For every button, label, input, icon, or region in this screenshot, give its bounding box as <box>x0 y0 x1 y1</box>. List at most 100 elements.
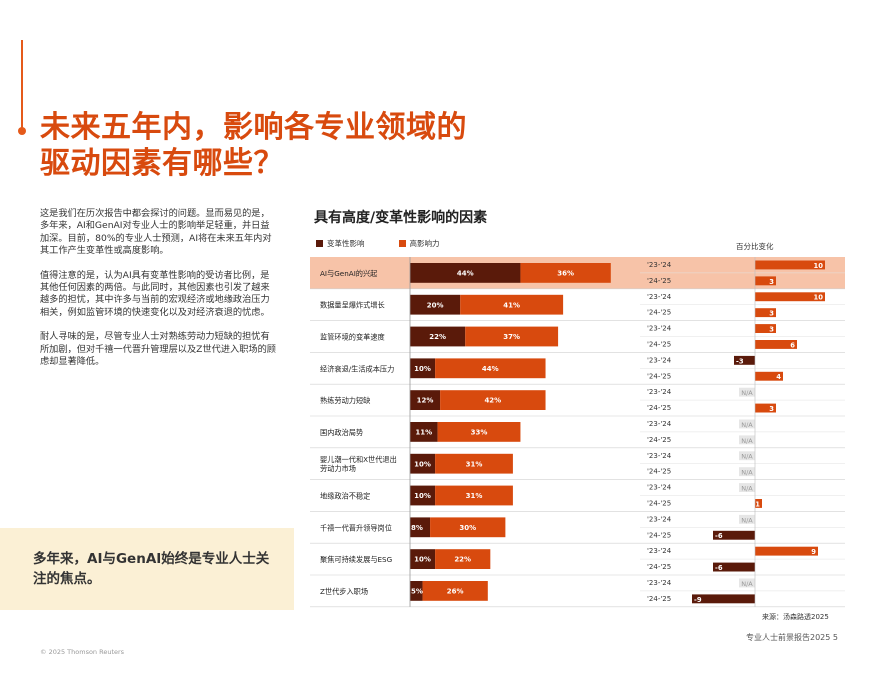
period-label: '24-'25 <box>647 563 671 571</box>
bar-high-impact <box>435 485 513 506</box>
period-label: '23-'24 <box>647 325 672 333</box>
bar-transformative <box>410 453 436 474</box>
bar-transformative <box>410 422 438 442</box>
bar-transformative <box>410 294 461 315</box>
bar-transformative <box>410 517 431 538</box>
period-label: '24-'25 <box>647 372 671 380</box>
callout-text: 多年来，AI与GenAI始终是专业人士关注的焦点。 <box>33 551 270 587</box>
change-na-label: N/A <box>741 389 753 397</box>
bar-label-transformative: 20% <box>427 301 444 309</box>
change-value: 3 <box>769 278 774 286</box>
bar-transformative <box>410 549 436 569</box>
page-title: 未来五年内，影响各专业领域的 驱动因素有哪些？ <box>40 110 467 182</box>
change-value: 1 <box>755 500 760 508</box>
chart-title: 具有高度/变革性影响的因素 <box>314 210 488 226</box>
chart-legend: 变革性影响 高影响力 <box>316 238 474 249</box>
bar-transformative <box>410 326 466 347</box>
period-label: '24-'25 <box>647 404 671 412</box>
change-value: -9 <box>694 596 702 604</box>
percent-change-header: 百分比变化 <box>736 242 774 251</box>
change-na-label: N/A <box>741 421 753 429</box>
change-na-box <box>739 578 755 588</box>
bar-label-transformative: 10% <box>414 556 431 564</box>
period-label: '23-'24 <box>647 420 672 428</box>
change-na-box <box>739 435 755 445</box>
bar-transformative <box>410 581 423 601</box>
change-na-label: N/A <box>741 516 753 524</box>
bar-high-impact <box>437 422 521 442</box>
bar-transformative <box>410 485 436 506</box>
bar-label-transformative: 10% <box>414 365 431 373</box>
change-bar-positive <box>755 260 825 270</box>
change-bar-negative <box>692 594 755 604</box>
bar-label-high-impact: 37% <box>503 333 520 341</box>
bar-label-high-impact: 22% <box>454 556 471 564</box>
change-na-label: N/A <box>741 485 753 493</box>
period-label: '24-'25 <box>647 468 671 476</box>
period-label: '23-'24 <box>647 515 672 523</box>
change-na-box <box>739 419 755 429</box>
change-bar-positive <box>755 324 776 333</box>
category-label: 婴儿潮一代和X世代退出劳动力市场 <box>320 455 397 473</box>
bar-transformative <box>410 263 521 283</box>
body-text: 这是我们在历次报告中都会探讨的问题。显而易见的是，多年来，AI和GenAI对专业… <box>40 208 278 380</box>
category-label: 地缘政治不稳定 <box>320 492 370 501</box>
change-na-box <box>739 387 755 397</box>
period-label: '24-'25 <box>647 500 671 508</box>
change-value: 6 <box>790 341 795 349</box>
bar-high-impact <box>422 581 488 601</box>
change-na-box <box>739 514 755 524</box>
bar-high-impact <box>435 358 546 379</box>
change-value: 10 <box>814 262 824 270</box>
category-label: 国内政治局势 <box>320 428 363 437</box>
change-value: 3 <box>769 310 774 318</box>
period-label: '24-'25 <box>647 595 671 603</box>
bar-high-impact <box>520 263 611 283</box>
bar-label-transformative: 5% <box>411 588 423 596</box>
change-na-box <box>739 451 755 461</box>
bar-high-impact <box>435 453 513 474</box>
body-paragraph-2: 值得注意的是，认为AI具有变革性影响的受访者比例，是其他任何因素的两倍。与此同时… <box>40 269 270 318</box>
change-bar-negative <box>713 562 755 572</box>
copyright: © 2025 Thomson Reuters <box>40 648 125 656</box>
legend-label-transformative: 变革性影响 <box>327 239 365 248</box>
bar-label-high-impact: 30% <box>459 524 476 532</box>
bar-label-transformative: 10% <box>414 460 431 468</box>
category-label: 经济衰退/生活成本压力 <box>320 364 394 373</box>
bar-label-high-impact: 36% <box>557 270 574 278</box>
bar-label-high-impact: 26% <box>447 588 464 596</box>
bar-label-high-impact: 31% <box>466 460 483 468</box>
callout-box <box>0 528 294 610</box>
change-bar-positive <box>755 371 783 381</box>
bar-label-transformative: 10% <box>414 492 431 500</box>
accent-dot <box>18 127 26 135</box>
change-bar-negative <box>713 530 755 540</box>
period-label: '23-'24 <box>647 293 672 301</box>
change-na-box <box>739 483 755 492</box>
period-label: '23-'24 <box>647 484 672 492</box>
body-paragraph-1: 这是我们在历次报告中都会探讨的问题。显而易见的是，多年来，AI和GenAI对专业… <box>40 208 272 257</box>
period-label: '23-'24 <box>647 388 672 396</box>
change-value: 3 <box>769 405 774 413</box>
legend-item-transformative: 变革性影响 <box>316 238 365 249</box>
bar-label-transformative: 12% <box>417 397 434 405</box>
change-bar-positive <box>755 292 825 302</box>
legend-item-high: 高影响力 <box>398 238 440 249</box>
bar-high-impact <box>465 326 559 347</box>
bar-high-impact <box>435 549 491 569</box>
factor-chart: AI与GenAI的兴起 44% 36% '23-'24 10 '24-'25 3 数据量呈爆炸… <box>310 257 845 608</box>
change-value: 9 <box>811 548 816 556</box>
period-label: '24-'25 <box>647 531 671 539</box>
bar-transformative <box>410 390 441 410</box>
change-na-box <box>739 467 755 477</box>
legend-swatch-transformative <box>316 240 323 247</box>
bar-label-high-impact: 33% <box>471 429 488 437</box>
change-na-label: N/A <box>741 453 753 461</box>
change-bar-positive <box>755 546 818 556</box>
change-value: 3 <box>769 326 774 334</box>
change-value: -6 <box>715 564 723 572</box>
bar-label-high-impact: 44% <box>482 365 499 373</box>
bar-label-transformative: 11% <box>415 429 432 437</box>
category-label: 千禧一代晋升领导岗位 <box>320 523 392 532</box>
category-label: 监管环境的变革速度 <box>320 333 385 342</box>
